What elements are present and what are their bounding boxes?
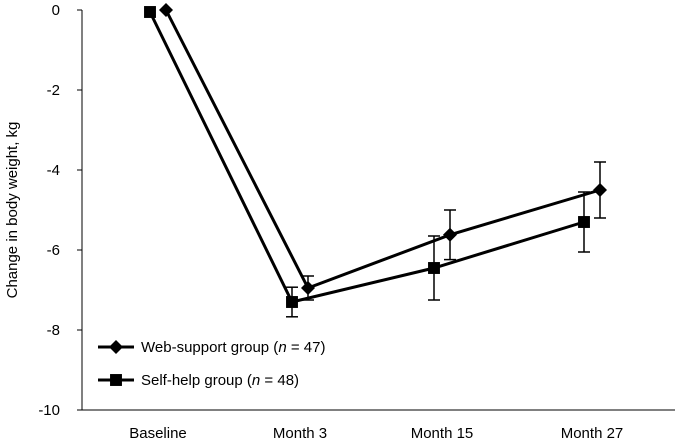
legend-marker [110, 374, 122, 386]
y-tick-label: -10 [38, 402, 60, 419]
series-layer [144, 3, 607, 318]
data-point [578, 216, 590, 228]
series-line [148, 11, 585, 304]
legend-label: Web-support group (n = 47) [141, 339, 325, 356]
y-tick-label: -2 [47, 82, 60, 99]
legend: Web-support group (n = 47) Self-help grou… [98, 339, 325, 389]
y-tick-label: -8 [47, 322, 60, 339]
series-self-help [144, 6, 590, 318]
data-point [593, 183, 607, 197]
x-tick-label: Month 3 [273, 425, 327, 442]
legend-marker [109, 340, 123, 354]
y-axis-label: Change in body weight, kg [4, 122, 21, 299]
x-tick-label: Month 15 [411, 425, 474, 442]
series-line [164, 9, 601, 290]
data-point [159, 3, 173, 17]
y-tick-label: 0 [52, 2, 60, 19]
x-tick-label: Baseline [129, 425, 187, 442]
x-ticks: Baseline Month 3 Month 15 Month 27 [129, 425, 623, 442]
data-point [286, 296, 298, 308]
y-tick-label: -6 [47, 242, 60, 259]
data-point [443, 227, 457, 242]
x-tick-label: Month 27 [561, 425, 624, 442]
legend-label: Self-help group (n = 48) [141, 372, 299, 389]
data-point [428, 262, 440, 274]
y-ticks: 0 -2 -4 -6 -8 -10 [38, 2, 82, 419]
data-point [301, 281, 315, 295]
data-point [144, 6, 156, 18]
y-tick-label: -4 [47, 162, 60, 179]
series-web-support [159, 3, 607, 301]
